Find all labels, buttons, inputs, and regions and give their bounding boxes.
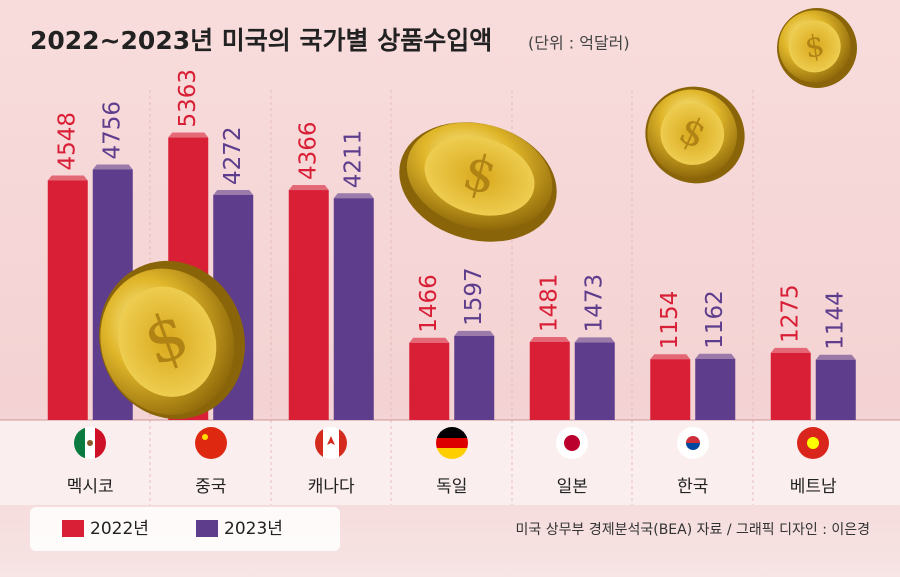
bar-top-face (770, 347, 811, 353)
legend-label: 2023년 (224, 519, 283, 539)
value-label: 4366 (295, 122, 321, 181)
x-tick-label: 멕시코 (67, 477, 114, 497)
x-tick-label: 일본 (557, 477, 588, 497)
bar-top-face (213, 190, 254, 196)
x-tick-label: 캐나다 (308, 477, 355, 497)
bar (288, 190, 329, 420)
value-label: 1275 (777, 284, 803, 343)
legend-swatch (62, 520, 84, 537)
bar (409, 342, 450, 420)
value-label: 1481 (536, 273, 562, 332)
bar-top-face (47, 175, 88, 181)
bar-top-face (409, 337, 450, 343)
plot: 멕시코 4548 4756 중국 5363 4272 캐나다 4366 4211 독일 1466 15… (47, 69, 856, 497)
value-label: 1162 (702, 290, 728, 349)
bar-top-face (815, 354, 856, 360)
bar-top-face (92, 164, 133, 170)
source-note: 미국 상무부 경제분석국(BEA) 자료 / 그래픽 디자인 : 이은경 (516, 522, 870, 538)
legend: 2022년 2023년 (62, 519, 283, 539)
bar-top-face (168, 132, 209, 138)
x-tick-label: 중국 (195, 477, 226, 497)
flags (74, 427, 829, 459)
value-label: 1597 (461, 267, 487, 326)
value-label: 1466 (416, 274, 442, 333)
value-label: 4548 (54, 112, 80, 171)
value-label: 1154 (657, 291, 683, 350)
legend-swatch (196, 520, 218, 537)
x-tick-label: 독일 (436, 477, 467, 497)
value-label: 4756 (99, 101, 125, 160)
bar (695, 358, 736, 420)
x-tick-label: 한국 (677, 477, 708, 497)
bar (529, 342, 570, 420)
chart-title: 2022~2023년 미국의 국가별 상품수입액 (30, 26, 492, 55)
bar (454, 335, 495, 420)
bar-top-face (695, 353, 736, 359)
bar (574, 342, 615, 420)
bar (333, 198, 374, 420)
bar (815, 359, 856, 420)
legend-box (30, 507, 340, 551)
x-tick-label: 베트남 (790, 477, 837, 497)
chart-subtitle: (단위 : 억달러) (528, 34, 630, 53)
value-label: 1473 (581, 274, 607, 333)
value-label: 5363 (175, 69, 201, 128)
bar (47, 180, 88, 420)
bar (770, 352, 811, 420)
bar-top-face (288, 185, 329, 191)
value-label: 4272 (220, 126, 246, 185)
value-label: 1144 (822, 291, 848, 350)
bar-top-face (650, 354, 691, 360)
bar-top-face (529, 337, 570, 343)
bar-top-face (454, 330, 495, 336)
bar (650, 359, 691, 420)
legend-label: 2022년 (90, 519, 149, 539)
bar-top-face (333, 193, 374, 199)
decorative-coins: $ $ $ $ (99, 8, 857, 420)
bar-top-face (574, 337, 615, 343)
value-label: 4211 (340, 130, 366, 189)
